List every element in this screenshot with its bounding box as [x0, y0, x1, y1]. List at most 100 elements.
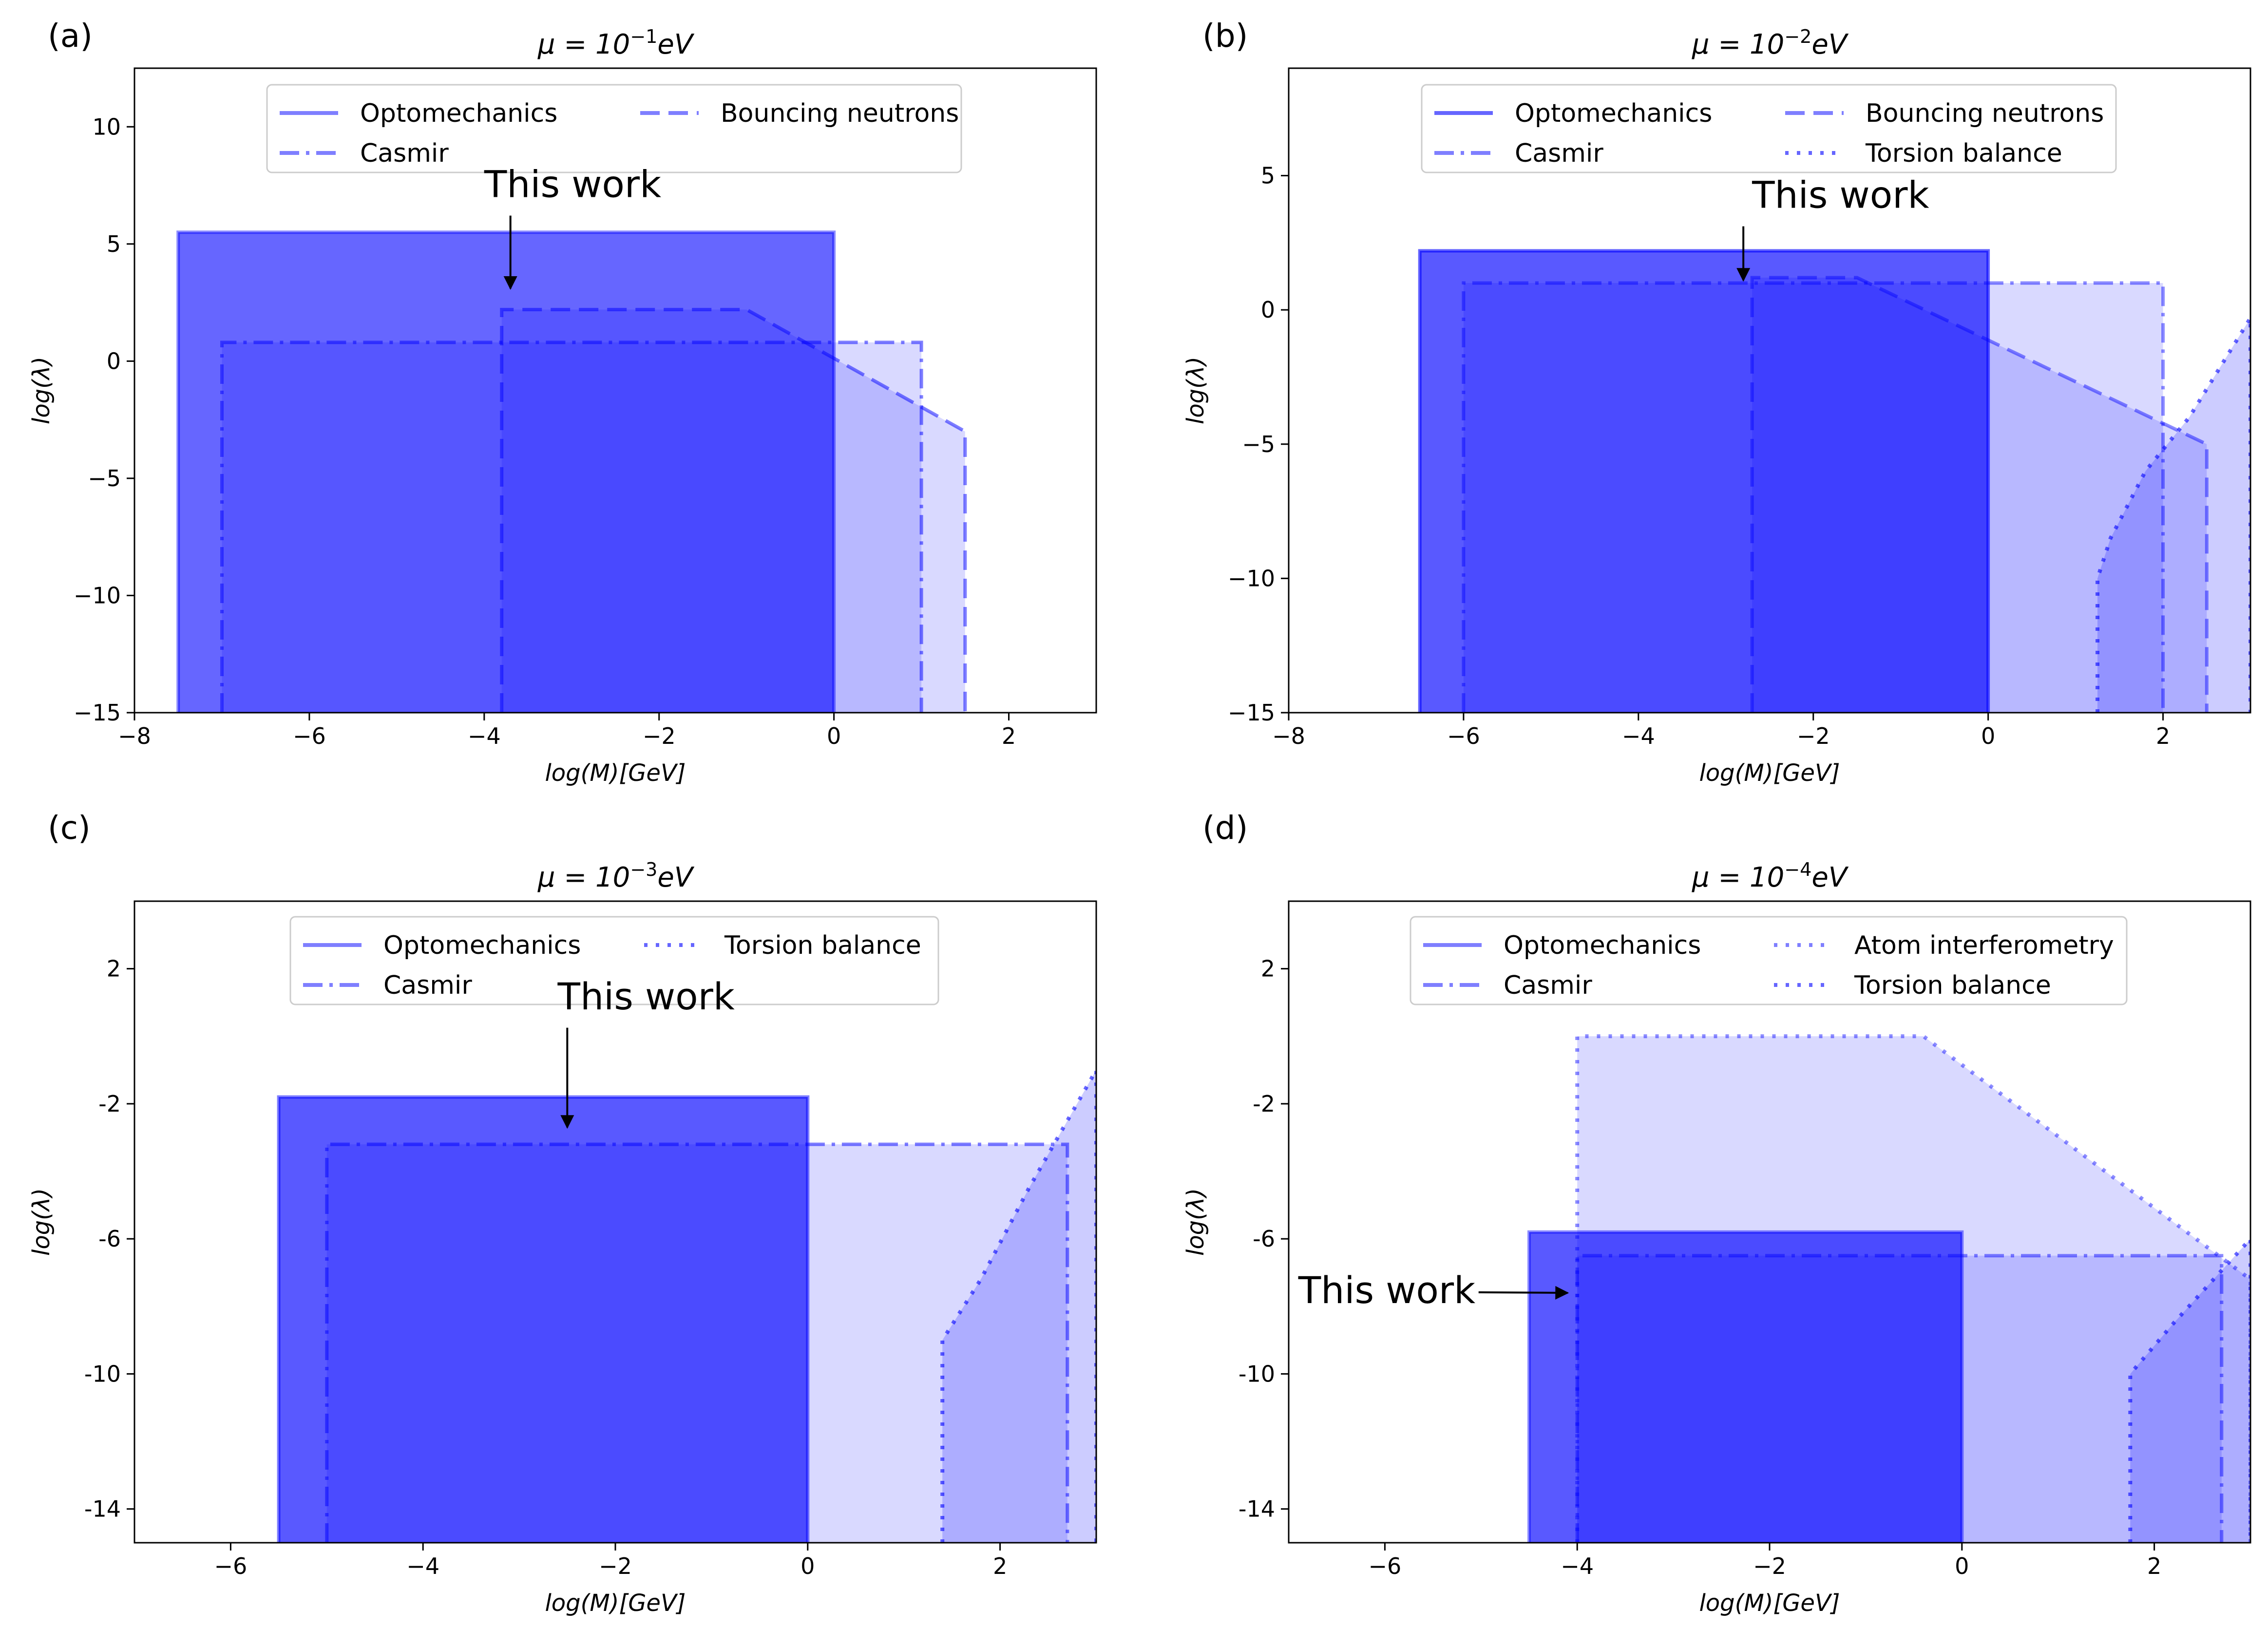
- chart-title: μ = 10−2eV: [1692, 26, 1849, 60]
- series-line-optomechanics: [1418, 249, 1990, 713]
- series-line-casmir: [1575, 1254, 2224, 1543]
- series-fill-casmir: [326, 1144, 1067, 1543]
- title-exponent: −4: [1784, 859, 1811, 880]
- x-tick-label: −4: [468, 723, 501, 749]
- x-tick-label: 0: [1955, 1553, 1969, 1579]
- series-line-casmir: [1462, 281, 2165, 713]
- x-axis-label: log(M)[GeV]: [545, 1589, 686, 1617]
- series-line-casmir: [220, 341, 923, 713]
- series-fill-optomechanics: [279, 1097, 808, 1543]
- series-line-optomechanics: [176, 230, 836, 713]
- legend-entry: Atom interferometry: [1854, 931, 2114, 960]
- annotation-text: This work: [1298, 1268, 1475, 1312]
- legend: Optomechanics Casmir Atom interferometry To…: [1410, 916, 2128, 1005]
- legend-entry: Torsion balance: [724, 931, 921, 960]
- title-exponent: −1: [630, 26, 657, 47]
- legend-entry: Torsion balance: [1854, 971, 2051, 1000]
- legend-entry: Optomechanics: [1515, 99, 1712, 128]
- series-fill-casmir: [222, 342, 922, 713]
- panel-1: −8 −6 −4 −2 0 2 −15 −10 −5 0 5 10 log(M)[GeV] log(λ) μ…: [28, 17, 1097, 787]
- legend-box: [289, 916, 939, 1005]
- title-unit: eV: [657, 29, 694, 60]
- series-fill-bouncing-neutrons: [1752, 278, 2207, 713]
- legend-box: [1410, 916, 2128, 1005]
- y-tick-label: -6: [98, 1226, 121, 1252]
- legend-entry: Optomechanics: [360, 99, 557, 128]
- panel-3: −6 −4 −2 0 2 -14 -10 -6 -2 2 log(M)[GeV] log(λ) μ = …: [28, 809, 1097, 1617]
- series-line-bouncing-neutrons: [500, 308, 967, 713]
- series-fill-optomechanics: [178, 232, 834, 713]
- title-prefix: μ = 10: [1692, 29, 1784, 60]
- title-exponent: −2: [1784, 26, 1811, 47]
- x-tick-label: −4: [1561, 1553, 1594, 1579]
- y-axis-label: log(λ): [28, 1188, 55, 1256]
- x-tick-label: −8: [118, 723, 151, 749]
- legend-entry: Bouncing neutrons: [721, 99, 959, 128]
- series-line-optomechanics: [1527, 1230, 1964, 1543]
- legend: Optomechanics Casmir Bouncing neutrons: [266, 84, 962, 173]
- title-prefix: μ = 10: [537, 862, 630, 893]
- legend-entry: Optomechanics: [1504, 931, 1701, 960]
- title-prefix: μ = 10: [1692, 862, 1784, 893]
- y-tick-label: -6: [1253, 1226, 1275, 1252]
- legend-box: [266, 84, 962, 173]
- x-axis-label: log(M)[GeV]: [1699, 1589, 1840, 1617]
- series-line-casmir: [325, 1142, 1069, 1543]
- y-tick-label: -10: [1239, 1361, 1275, 1387]
- y-tick-label: 2: [1261, 956, 1275, 982]
- legend-entry: Optomechanics: [383, 931, 581, 960]
- x-tick-label: 2: [1002, 723, 1016, 749]
- x-tick-label: −4: [406, 1553, 439, 1579]
- panel-letter: (d): [1202, 809, 1248, 847]
- axes-frame: [133, 67, 1097, 714]
- series-fill-torsion-balance: [2097, 318, 2250, 713]
- series-line-bouncing-neutrons: [1750, 276, 2209, 713]
- legend-entry: Casmir: [1515, 139, 1603, 168]
- series-fill-torsion-balance: [942, 1070, 1096, 1543]
- x-tick-label: −2: [1753, 1553, 1786, 1579]
- y-tick-label: 0: [1261, 297, 1275, 323]
- y-tick-label: -14: [1239, 1496, 1275, 1522]
- panel-letter: (c): [48, 809, 91, 847]
- axes-frame: [1288, 67, 2251, 714]
- legend: Optomechanics Casmir Torsion balance: [289, 916, 939, 1005]
- panel-4: −6 −4 −2 0 2 -14 -10 -6 -2 2 log(M)[GeV] log(λ) μ = …: [1182, 809, 2251, 1617]
- legend-box: [1421, 84, 2117, 173]
- chart-title: μ = 10−3eV: [537, 859, 695, 893]
- y-tick-label: 5: [1261, 163, 1275, 189]
- y-tick-label: 2: [107, 956, 121, 982]
- legend-entry: Casmir: [360, 139, 449, 168]
- y-tick-label: -10: [84, 1361, 121, 1387]
- x-tick-label: −6: [293, 723, 326, 749]
- annotation-text: This work: [484, 163, 661, 206]
- x-tick-label: 0: [827, 723, 841, 749]
- legend: Optomechanics Casmir Bouncing neutrons Tors…: [1421, 84, 2117, 173]
- x-tick-label: −6: [1368, 1553, 1401, 1579]
- series-fill-bouncing-neutrons: [501, 309, 965, 713]
- legend-entry: Casmir: [383, 971, 472, 1000]
- annotation-arrow: [1478, 1286, 1569, 1300]
- y-tick-label: −5: [88, 465, 121, 492]
- y-tick-label: −15: [74, 700, 121, 726]
- plot-area: [1418, 249, 2250, 713]
- y-tick-label: -2: [1253, 1091, 1275, 1117]
- legend-entry: Bouncing neutrons: [1866, 99, 2104, 128]
- y-axis-label: log(λ): [1182, 357, 1209, 424]
- y-axis-label: log(λ): [28, 357, 55, 424]
- plot-area: [1527, 1034, 2250, 1543]
- y-tick-label: 0: [107, 348, 121, 374]
- x-tick-label: −6: [1447, 723, 1480, 749]
- y-tick-label: −15: [1228, 700, 1275, 726]
- annotation-text: This work: [1752, 173, 1929, 217]
- x-tick-label: 2: [2147, 1553, 2161, 1579]
- x-axis-label: log(M)[GeV]: [1699, 759, 1840, 787]
- y-tick-label: 5: [107, 231, 121, 257]
- series-fill-torsion-balance: [2130, 1239, 2250, 1543]
- y-tick-label: 10: [92, 114, 121, 140]
- title-unit: eV: [657, 862, 694, 893]
- x-tick-label: −2: [1797, 723, 1830, 749]
- plot-area: [277, 1066, 1096, 1543]
- x-tick-label: 2: [2156, 723, 2170, 749]
- title-exponent: −3: [630, 859, 657, 880]
